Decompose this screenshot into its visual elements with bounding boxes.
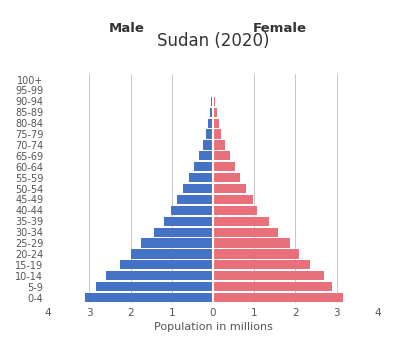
Bar [171, 206, 213, 215]
Bar [212, 86, 213, 95]
Bar [213, 140, 225, 150]
Bar [213, 162, 235, 171]
Bar [213, 271, 324, 280]
Bar [213, 129, 221, 139]
Bar [213, 293, 343, 302]
Bar [95, 282, 213, 291]
Bar [141, 238, 213, 248]
Bar [213, 217, 268, 226]
Bar [85, 293, 213, 302]
Bar [164, 217, 213, 226]
Text: Male: Male [108, 22, 144, 35]
Bar [194, 162, 213, 171]
Bar [213, 206, 257, 215]
Bar [213, 86, 214, 95]
Bar [213, 228, 278, 237]
Bar [213, 108, 217, 117]
Bar [106, 271, 213, 280]
Bar [213, 249, 299, 259]
Bar [177, 195, 213, 204]
Bar [213, 97, 215, 106]
Bar [208, 119, 213, 128]
Bar [213, 173, 240, 182]
Title: Sudan (2020): Sudan (2020) [157, 32, 269, 50]
Bar [213, 195, 253, 204]
Bar [183, 184, 213, 193]
Bar [213, 151, 230, 161]
Bar [198, 151, 213, 161]
Bar [203, 140, 213, 150]
Bar [206, 129, 213, 139]
Bar [213, 238, 290, 248]
Bar [190, 173, 213, 182]
Bar [154, 228, 213, 237]
X-axis label: Population in millions: Population in millions [154, 322, 272, 332]
Bar [213, 119, 219, 128]
Text: Female: Female [253, 22, 307, 35]
Bar [213, 282, 332, 291]
Bar [131, 249, 213, 259]
Bar [210, 108, 213, 117]
Bar [213, 260, 310, 270]
Bar [211, 97, 213, 106]
Bar [213, 184, 246, 193]
Bar [120, 260, 213, 270]
